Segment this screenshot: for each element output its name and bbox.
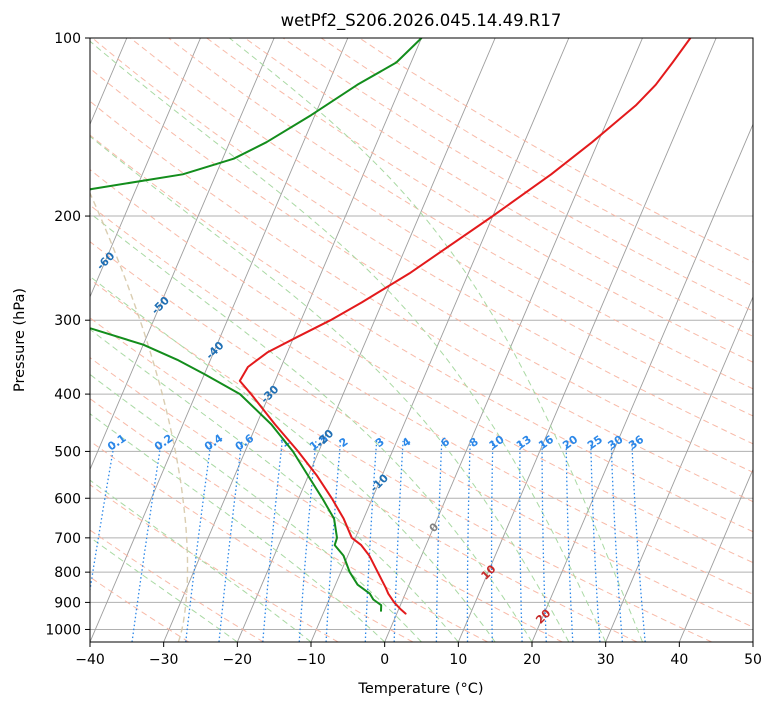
x-tick-label: 10 [449,652,467,668]
isotherm-line [90,38,201,299]
x-tick-label: 50 [744,652,762,668]
dry-adiabat-line [130,38,753,417]
mixing-ratio-line [393,440,404,642]
y-tick-label: 500 [54,444,81,460]
mixing-ratio-line [131,440,163,642]
isohume-curves [90,191,189,642]
isohume-line [90,191,189,642]
mixing-ratio-line [218,440,243,642]
dry-adiabat-line [90,317,638,642]
mixing-ratio-line [565,440,574,642]
moist-adiabat-line [90,40,607,642]
x-tick-label: 0 [380,652,389,668]
y-axis-title: Pressure (hPa) [12,288,28,392]
dry-adiabat-line [90,440,414,642]
y-axis: 1000 900 800 700 600 500 400 300 200 100 [45,31,90,638]
isotherm-line [90,38,275,471]
dry-adiabat-line [90,134,753,533]
isotherm-line [605,295,753,642]
isotherm-line [90,38,349,642]
dry-adiabat-line [90,241,753,628]
dewpoint-line [90,38,423,612]
dry-adiabats [90,38,753,642]
y-tick-label: 300 [54,313,81,329]
mixing-ratio-line [590,440,601,642]
y-tick-label: 900 [54,595,81,611]
isotherm-line [236,38,496,642]
plot-frame [89,37,754,643]
mixing-ratio-line [298,440,317,642]
isotherm-line [531,123,753,642]
dry-adiabat-line [90,357,563,642]
isotherm-line [384,38,643,642]
isotherm-line [678,468,753,642]
moist-adiabat-line [90,275,496,642]
x-tick-label: 20 [523,652,541,668]
mixing-ratio-line [185,440,212,642]
mixing-ratio-line [631,440,646,642]
sounding-series [90,38,692,615]
x-tick-label: −10 [296,652,326,668]
moist-adiabats [90,38,643,642]
moist-adiabat-line [90,536,238,642]
x-tick-label: −30 [149,652,179,668]
x-tick-label: −40 [75,652,105,668]
y-tick-label: 800 [54,565,81,581]
x-axis-title: Temperature (°C) [357,681,483,697]
y-tick-label: 1000 [45,622,81,638]
mixing-ratio-line [541,440,547,642]
chart-title: wetPf2_S206.2026.045.14.49.R17 [281,11,562,31]
y-tick-label: 400 [54,387,81,403]
mixing-ratio-line [325,440,342,642]
moist-adiabat-line [90,135,570,642]
dry-adiabat-line [90,484,339,642]
mixing-ratio-line [466,440,471,642]
temperature-line [238,38,692,615]
mixing-ratio-line [435,440,443,642]
x-tick-label: 40 [670,652,688,668]
x-tick-label: −20 [223,652,253,668]
moist-adiabat-line [90,212,533,642]
mixing-ratio-line [90,440,116,595]
moist-adiabat-line [229,38,643,642]
x-axis: −40 −30 −20 −10 0 10 20 30 40 50 [75,642,762,668]
mixing-ratio-line [610,440,624,642]
x-tick-label: 30 [597,652,615,668]
dry-adiabat-line [168,38,753,390]
y-tick-label: 700 [54,531,81,547]
mixing-ratio-line [519,440,523,642]
isotherm-line [457,38,717,642]
dry-adiabat-line [90,100,753,503]
mixing-ratio-line [262,440,283,642]
dry-adiabat-line [91,38,753,445]
mixing-ratio-line [490,440,494,642]
y-tick-label: 100 [54,31,81,47]
dry-adiabat-line [90,169,753,564]
y-tick-label: 200 [54,209,81,225]
dry-adiabat-line [90,204,753,595]
isobar-grid [90,38,753,630]
dry-adiabat-line [90,67,753,473]
mixing-ratio-lines [90,440,646,642]
mixing-ratio-line [364,440,378,642]
dry-adiabat-line [206,38,753,363]
y-tick-label: 600 [54,491,81,507]
